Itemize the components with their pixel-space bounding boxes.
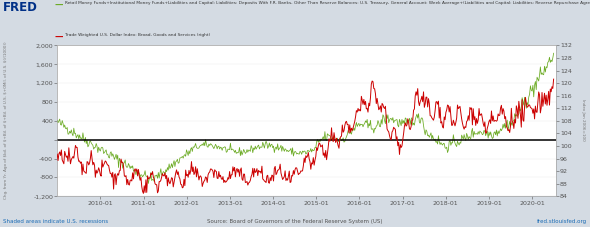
Text: Index Jan 2006=100: Index Jan 2006=100 [581, 99, 585, 141]
Text: Trade Weighted U.S. Dollar Index: Broad, Goods and Services (right): Trade Weighted U.S. Dollar Index: Broad,… [65, 33, 210, 37]
Text: Chg. from Yr. Ago of $bil. of $+Bil. of $+Bil. of U.S. $+0Mil. of U.S. $(/(1000): Chg. from Yr. Ago of $bil. of $+Bil. of … [4, 42, 8, 199]
Text: Source: Board of Governors of the Federal Reserve System (US): Source: Board of Governors of the Federa… [207, 219, 383, 224]
Text: Shaded areas indicate U.S. recessions: Shaded areas indicate U.S. recessions [3, 219, 108, 224]
Text: —: — [54, 1, 63, 10]
Text: Retail Money Funds+Institutional Money Funds+Liabilities and Capital: Liabilitie: Retail Money Funds+Institutional Money F… [65, 1, 590, 5]
Text: —: — [54, 33, 63, 42]
Text: fred.stlouisfed.org: fred.stlouisfed.org [537, 219, 587, 224]
Text: FRED: FRED [3, 1, 38, 14]
